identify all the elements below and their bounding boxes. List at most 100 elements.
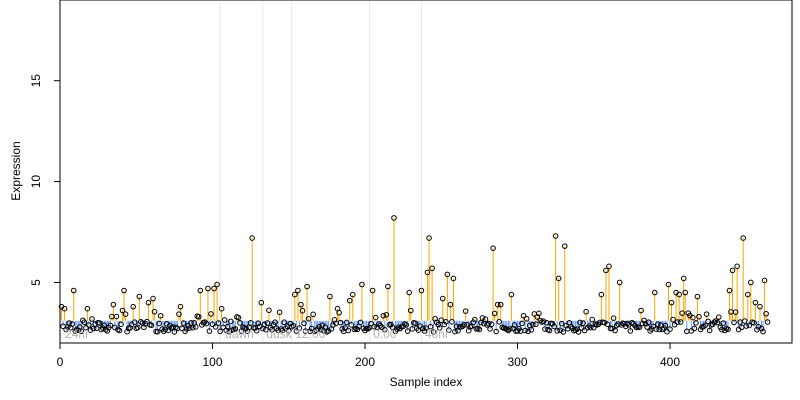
data-point	[537, 317, 544, 324]
region-lines	[219, 1, 422, 342]
data-point	[479, 315, 486, 321]
data-point	[665, 281, 672, 288]
data-point	[598, 291, 605, 298]
data-point	[604, 321, 611, 328]
data-point	[337, 319, 344, 326]
data-point	[148, 322, 155, 329]
data-point	[310, 311, 316, 318]
data-point	[561, 243, 568, 249]
data-point	[138, 319, 144, 325]
data-point	[406, 289, 413, 296]
region-label: 48hr	[425, 327, 449, 341]
data-point	[131, 319, 138, 326]
data-point	[616, 279, 623, 286]
data-point	[119, 307, 126, 314]
data-point	[156, 320, 162, 327]
data-point	[226, 328, 233, 335]
data-point	[235, 314, 242, 321]
data-point	[154, 328, 161, 335]
data-point	[568, 323, 574, 330]
data-point	[533, 321, 539, 328]
data-point	[714, 319, 721, 326]
data-point	[121, 287, 127, 294]
data-point	[290, 322, 297, 329]
data-point	[176, 311, 182, 317]
data-point	[746, 322, 753, 329]
data-point	[743, 323, 750, 329]
data-point	[452, 328, 458, 335]
data-point	[421, 328, 428, 334]
data-point	[276, 309, 283, 316]
data-point	[528, 327, 535, 333]
data-point	[659, 326, 666, 333]
data-point	[308, 325, 315, 332]
data-point	[482, 316, 489, 322]
data-point	[644, 324, 650, 330]
data-point	[447, 301, 454, 308]
data-points	[58, 215, 771, 335]
data-point	[430, 329, 437, 335]
data-point	[667, 326, 673, 332]
data-point	[444, 271, 451, 278]
data-point	[427, 323, 434, 330]
data-point	[380, 312, 387, 319]
data-point	[761, 277, 768, 284]
data-point	[751, 320, 757, 326]
x-tick-label: 0	[57, 355, 64, 369]
data-point	[560, 329, 567, 335]
data-point	[587, 324, 594, 331]
data-point	[700, 323, 707, 330]
data-point	[192, 324, 199, 330]
data-point	[298, 301, 304, 308]
region-label: 24hr	[65, 327, 89, 341]
data-point	[113, 313, 120, 320]
data-point	[336, 309, 342, 316]
data-point	[703, 311, 710, 317]
data-point	[496, 319, 503, 325]
data-point	[606, 263, 612, 270]
data-point	[195, 313, 202, 320]
data-point	[702, 322, 708, 329]
data-point	[558, 320, 565, 327]
data-point	[407, 307, 414, 314]
data-point	[134, 324, 141, 331]
region-label: 0:00	[373, 327, 397, 341]
data-point	[716, 314, 722, 320]
data-point	[554, 328, 560, 334]
data-point	[682, 289, 689, 296]
data-point	[462, 308, 469, 314]
data-point	[330, 322, 336, 328]
data-point	[359, 281, 365, 288]
data-point	[316, 323, 323, 330]
data-point	[680, 275, 687, 282]
data-point	[662, 322, 669, 329]
data-point	[372, 314, 379, 321]
data-point	[346, 297, 353, 304]
data-point	[636, 324, 643, 331]
data-point	[706, 327, 713, 334]
data-point	[69, 321, 75, 327]
data-point	[740, 235, 747, 241]
data-point	[670, 316, 676, 323]
data-point	[760, 328, 766, 335]
data-point	[141, 324, 147, 331]
data-point	[674, 319, 681, 325]
data-point	[354, 326, 361, 333]
data-point	[511, 322, 518, 328]
data-point	[371, 323, 377, 330]
data-point	[655, 321, 661, 328]
data-point	[729, 267, 736, 274]
data-point	[720, 320, 727, 326]
data-point	[305, 315, 312, 322]
data-point	[61, 305, 68, 312]
data-point	[104, 328, 111, 334]
data-point	[758, 325, 765, 332]
data-point	[546, 327, 553, 334]
plot-area	[59, 0, 793, 344]
data-point	[520, 312, 527, 319]
data-point	[253, 327, 260, 334]
y-axis-title: Expression	[9, 141, 23, 200]
data-point	[382, 326, 388, 333]
data-point	[202, 319, 208, 325]
x-axis-title: Sample index	[390, 375, 463, 389]
